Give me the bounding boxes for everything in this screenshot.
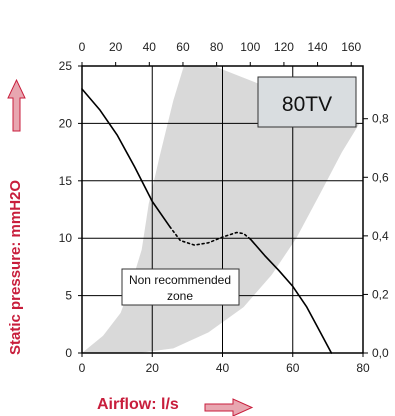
y-left-tick-label: 25 — [59, 59, 73, 73]
x-top-tick-label: 140 — [308, 40, 328, 54]
y-left-tick-label: 20 — [59, 116, 73, 130]
x-bottom-tick-label: 60 — [286, 361, 300, 375]
y-right-tick-label: 0,6 — [372, 170, 389, 184]
y-right-tick-label: 0,8 — [372, 112, 389, 126]
fan-curve-solid-segment — [81, 88, 171, 228]
y-axis-arrow-icon — [7, 78, 26, 132]
x-top-tick-label: 100 — [240, 40, 260, 54]
x-bottom-tick-label: 40 — [216, 361, 230, 375]
x-axis-arrow-icon — [204, 398, 254, 416]
x-bottom-tick-label: 80 — [356, 361, 370, 375]
x-top-tick-label: 120 — [274, 40, 294, 54]
model-label: 80TV — [282, 93, 332, 116]
x-top-tick-label: 0 — [79, 40, 86, 54]
y-left-tick-label: 15 — [59, 174, 73, 188]
x-top-tick-label: 80 — [210, 40, 224, 54]
x-top-tick-label: 160 — [341, 40, 361, 54]
fan-curve-solid-segment — [249, 238, 333, 354]
y-right-tick-label: 0,2 — [372, 287, 389, 301]
zone-label-line1: Non recommended — [129, 273, 231, 287]
axes: 0 20 40 60 80 0 20 40 60 80 100 120 140 160 0 5 10 15 20 25… — [59, 40, 389, 375]
y-left-tick-label: 5 — [65, 289, 72, 303]
y-right-tick-label: 0,0 — [372, 346, 389, 360]
model-label-box: 80TV — [257, 76, 357, 128]
zone-label-line2: zone — [167, 289, 193, 303]
y-right-tick-label: 0,4 — [372, 229, 389, 243]
x-top-tick-label: 20 — [109, 40, 123, 54]
zone-label-box: Non recommended zone — [121, 268, 240, 306]
y-left-tick-label: 0 — [65, 346, 72, 360]
fan-curve-dotted-segment — [169, 225, 252, 246]
fan-curve — [81, 88, 333, 354]
x-top-tick-label: 60 — [176, 40, 190, 54]
y-axis-title: Static pressure: mmH2O — [7, 180, 24, 355]
x-axis-title: Airflow: l/s — [97, 396, 179, 413]
x-bottom-tick-label: 0 — [79, 361, 86, 375]
zone-label-background — [121, 268, 240, 306]
x-bottom-tick-label: 20 — [146, 361, 160, 375]
x-top-tick-label: 40 — [143, 40, 157, 54]
model-label-background — [257, 76, 357, 128]
y-left-tick-label: 10 — [59, 231, 73, 245]
